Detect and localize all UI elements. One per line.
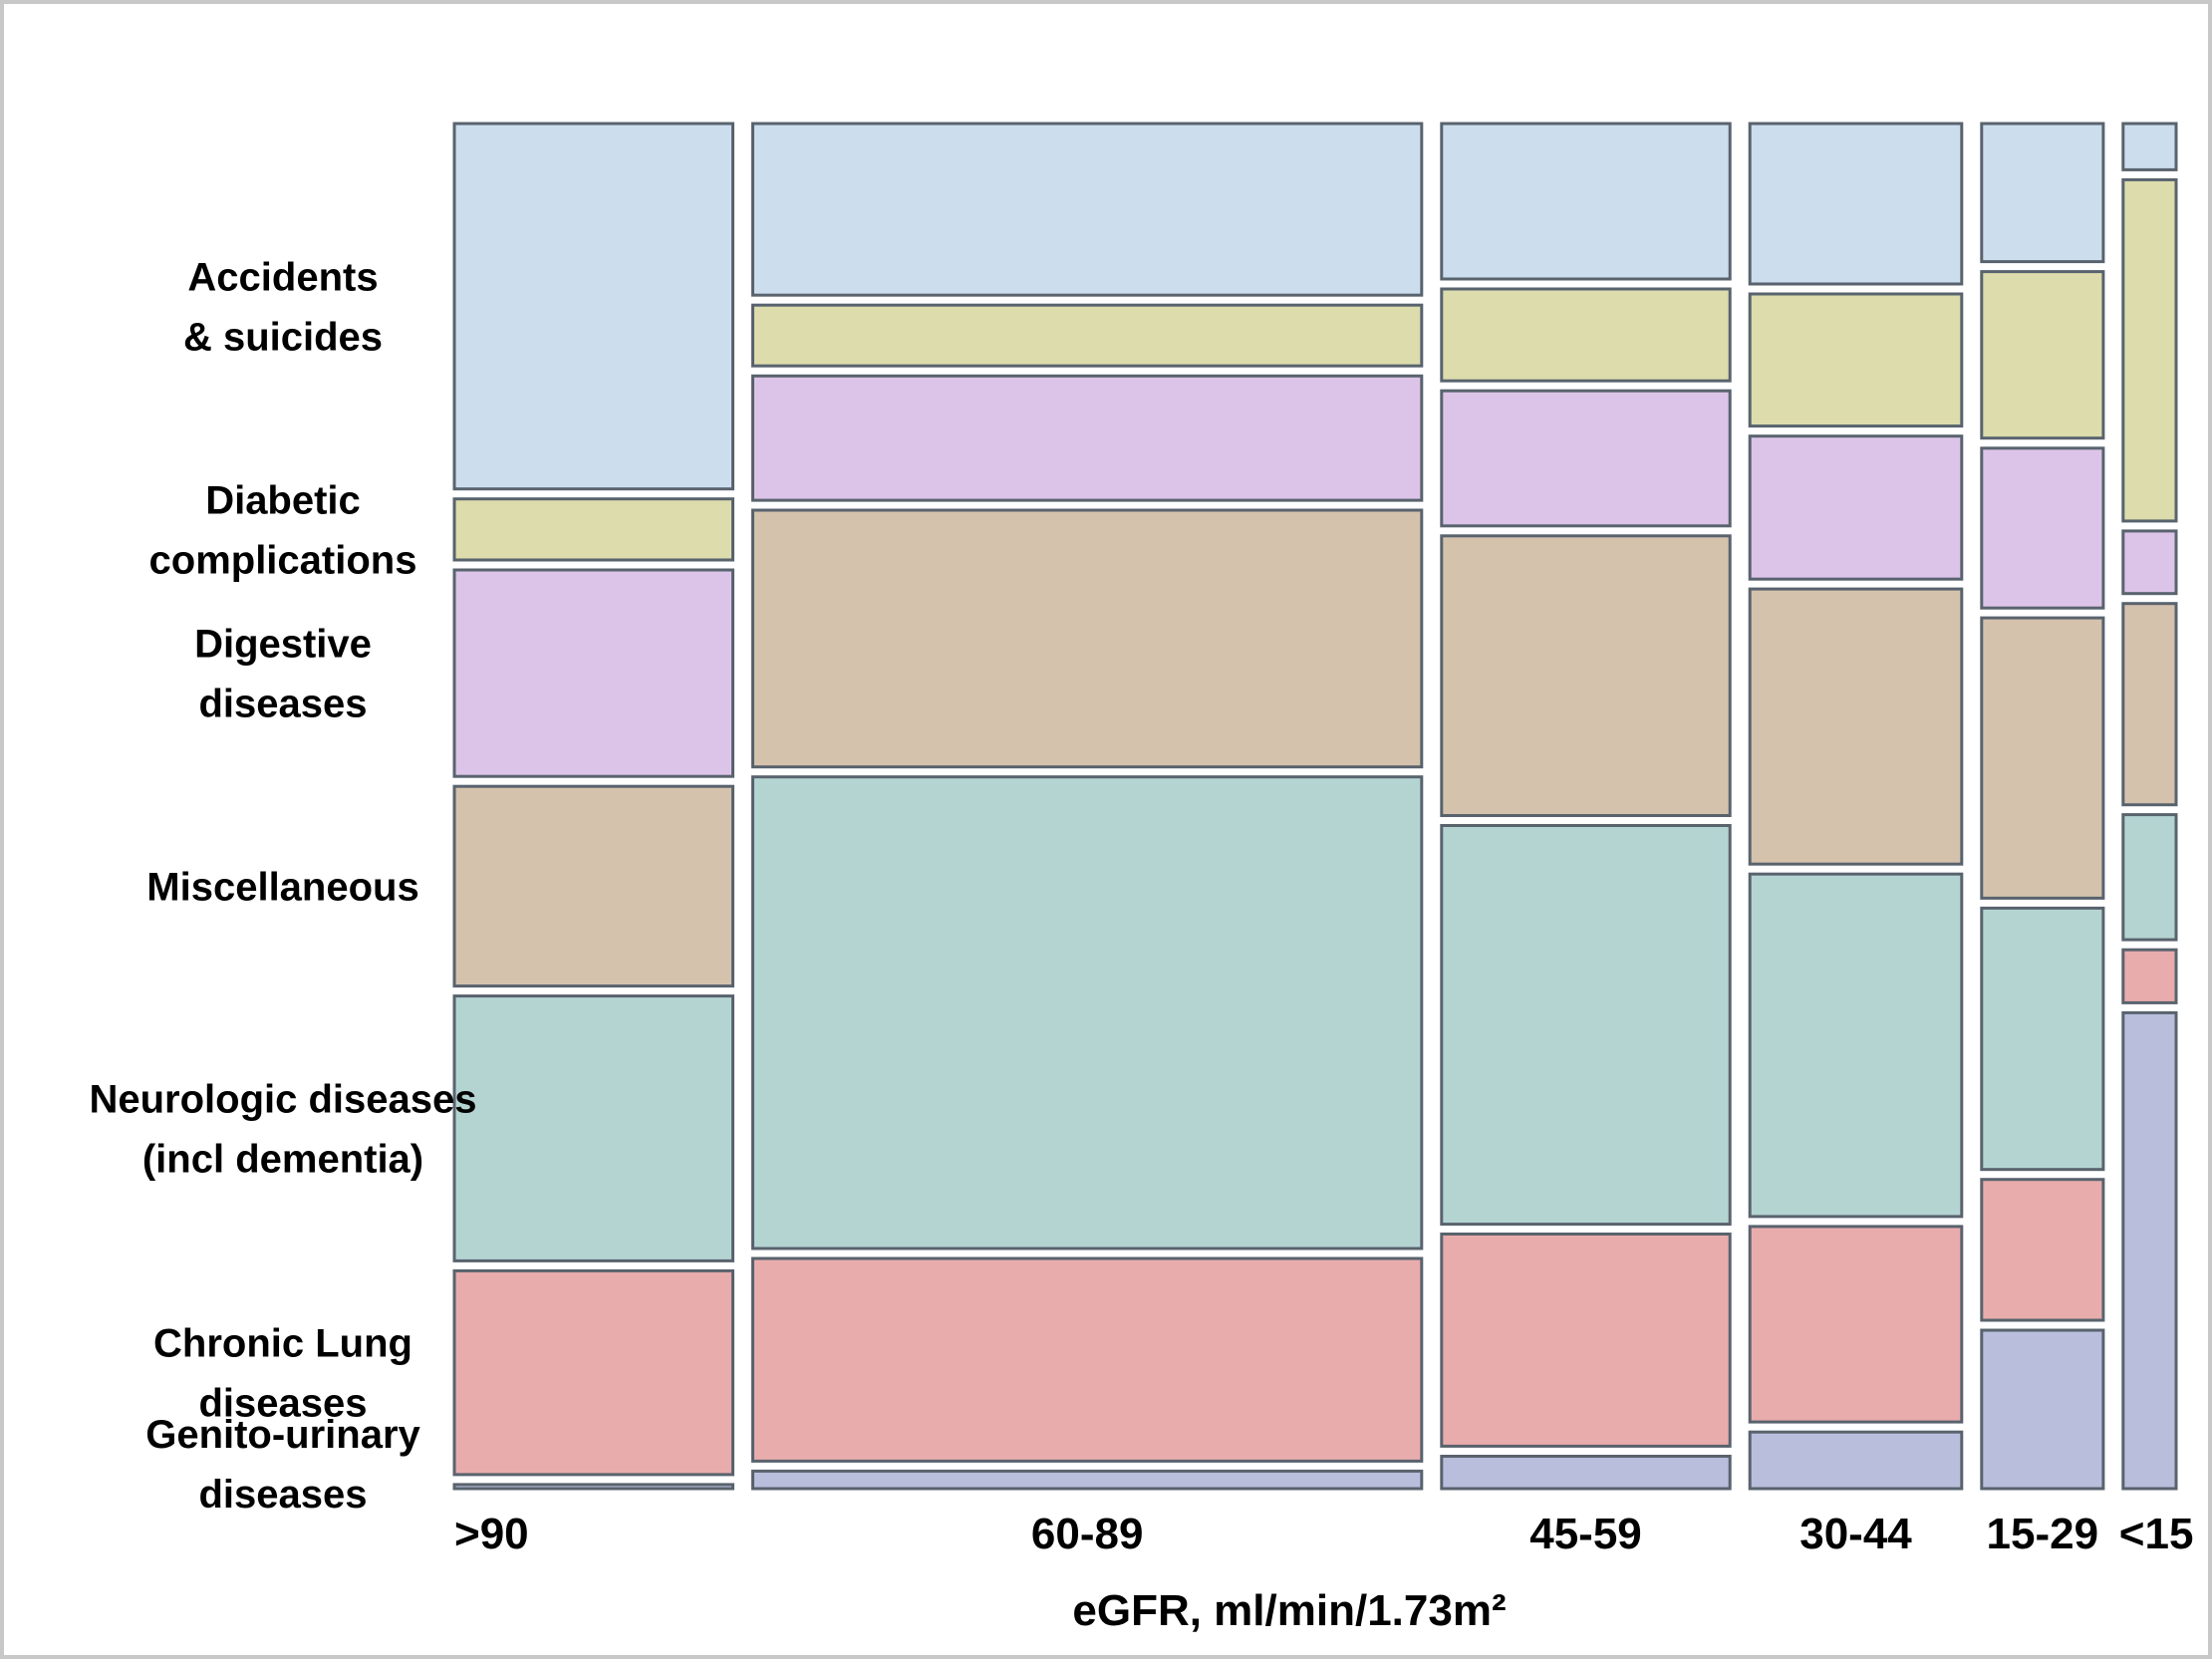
category-label-line: Digestive (194, 623, 372, 667)
x-tick-labels: >90 60-89 45-59 30-44 15-29 <15 (454, 1510, 2193, 1558)
tile-30-44-chronic-lung-diseases (1748, 1225, 1964, 1424)
tile-15-29-genito-urinary-diseases (1980, 1328, 2105, 1491)
tile-gt90-genito-urinary-diseases (452, 1483, 734, 1491)
category-label-line: Genito-urinary (145, 1413, 420, 1457)
category-label-diabetic-complications: Diabetic complications (149, 478, 417, 582)
tile-60-89-accidents-suicides (751, 122, 1424, 297)
tile-lt15-miscellaneous (2121, 602, 2178, 807)
tile-gt90-miscellaneous (452, 784, 734, 988)
tile-30-44-neurologic-diseases-incl-dementia (1748, 872, 1964, 1219)
tile-60-89-miscellaneous (751, 508, 1424, 769)
tile-gt90-accidents-suicides (452, 122, 734, 491)
category-label-line: diseases (198, 683, 367, 726)
tile-60-89-genito-urinary-diseases (751, 1469, 1424, 1491)
category-label-genito-urinary-diseases: Genito-urinary diseases (145, 1413, 420, 1517)
tile-60-89-neurologic-diseases-incl-dementia (751, 775, 1424, 1250)
category-label-line: Neurologic diseases (89, 1078, 476, 1122)
tile-gt90-digestive-diseases (452, 568, 734, 778)
tile-45-59-diabetic-complications (1440, 287, 1732, 383)
x-axis-title: eGFR, ml/min/1.73m² (1072, 1586, 1506, 1635)
tile-45-59-genito-urinary-diseases (1440, 1455, 1732, 1491)
tile-60-89-chronic-lung-diseases (751, 1256, 1424, 1463)
tile-15-29-neurologic-diseases-incl-dementia (1980, 906, 2105, 1172)
mosaic-tiles (452, 122, 2178, 1491)
x-tick-30-44: 30-44 (1799, 1510, 1912, 1558)
tile-lt15-digestive-diseases (2121, 529, 2178, 596)
tile-lt15-chronic-lung-diseases (2121, 948, 2178, 1004)
category-label-miscellaneous: Miscellaneous (146, 865, 418, 909)
x-tick-lt15: <15 (2119, 1510, 2194, 1558)
category-label-accidents-suicides: Accidents & suicides (183, 255, 383, 359)
tile-60-89-diabetic-complications (751, 303, 1424, 368)
category-label-line: Accidents (187, 255, 378, 299)
category-label-line: Diabetic (205, 478, 361, 522)
tile-45-59-accidents-suicides (1440, 122, 1732, 281)
tile-lt15-diabetic-complications (2121, 177, 2178, 523)
tile-lt15-accidents-suicides (2121, 122, 2178, 171)
category-label-line: diseases (198, 1473, 367, 1517)
tile-45-59-neurologic-diseases-incl-dementia (1440, 824, 1732, 1227)
tile-lt15-genito-urinary-diseases (2121, 1010, 2178, 1491)
tile-45-59-digestive-diseases (1440, 389, 1732, 528)
x-tick-gt90: >90 (454, 1510, 529, 1558)
x-tick-60-89: 60-89 (1031, 1510, 1144, 1558)
category-label-line: (incl dementia) (142, 1138, 423, 1182)
tile-lt15-neurologic-diseases-incl-dementia (2121, 813, 2178, 942)
tile-gt90-neurologic-diseases-incl-dementia (452, 994, 734, 1262)
category-label-line: complications (149, 538, 417, 582)
tile-30-44-genito-urinary-diseases (1748, 1430, 1964, 1491)
tile-30-44-diabetic-complications (1748, 292, 1964, 428)
tile-30-44-accidents-suicides (1748, 122, 1964, 286)
tile-15-29-miscellaneous (1980, 616, 2105, 900)
tile-15-29-accidents-suicides (1980, 122, 2105, 264)
x-tick-45-59: 45-59 (1529, 1510, 1642, 1558)
tile-60-89-digestive-diseases (751, 374, 1424, 502)
tile-30-44-miscellaneous (1748, 587, 1964, 866)
tile-30-44-digestive-diseases (1748, 434, 1964, 581)
category-label-line: Chronic Lung (153, 1322, 413, 1366)
tile-gt90-chronic-lung-diseases (452, 1268, 734, 1477)
tile-15-29-diabetic-complications (1980, 270, 2105, 440)
tile-15-29-chronic-lung-diseases (1980, 1178, 2105, 1322)
tile-45-59-chronic-lung-diseases (1440, 1233, 1732, 1448)
category-label-digestive-diseases: Digestive diseases (194, 623, 372, 726)
category-label-line: Miscellaneous (146, 865, 418, 909)
category-label-chronic-lung-diseases: Chronic Lung diseases (153, 1322, 413, 1426)
category-label-line: & suicides (183, 315, 383, 359)
category-label-neurologic-diseases-incl-dementia: Neurologic diseases (incl dementia) (89, 1078, 476, 1182)
x-tick-15-29: 15-29 (1987, 1510, 2099, 1558)
category-label-line: diseases (198, 1382, 367, 1426)
tile-gt90-diabetic-complications (452, 497, 734, 562)
tile-15-29-digestive-diseases (1980, 446, 2105, 610)
tile-45-59-miscellaneous (1440, 534, 1732, 817)
